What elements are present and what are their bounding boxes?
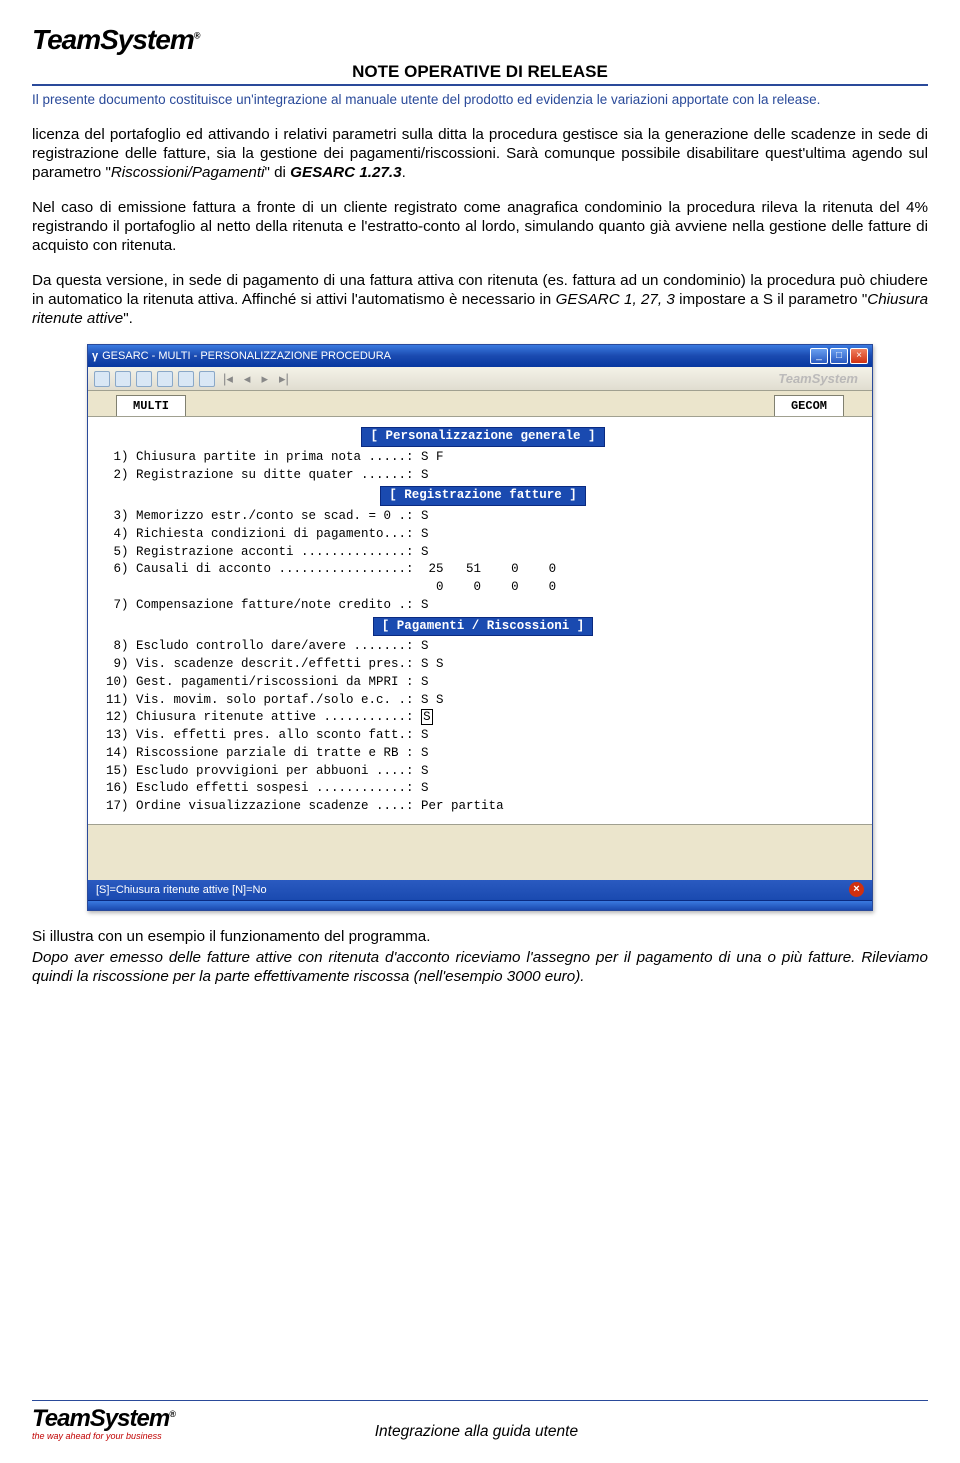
config-line: 14) Riscossione parziale di tratte e RB …	[106, 745, 860, 763]
nav-first-icon[interactable]: |◂	[220, 371, 236, 387]
config-line: 1) Chiusura partite in prima nota .....:…	[106, 449, 860, 467]
footer-slogan: the way ahead for your business	[32, 1431, 175, 1441]
section-header-1: [ Personalizzazione generale ]	[361, 427, 604, 447]
tab-row: MULTI Personalizzazione prima nota GECOM	[88, 391, 872, 417]
nav-last-icon[interactable]: ▸|	[276, 371, 292, 387]
section-header-3: [ Pagamenti / Riscossioni ]	[373, 617, 594, 637]
toolbar-icon[interactable]	[157, 371, 173, 387]
paragraph-1: licenza del portafoglio ed attivando i r…	[32, 125, 928, 182]
intro-text: Il presente documento costituisce un'int…	[32, 92, 928, 107]
tab-left[interactable]: MULTI	[116, 395, 186, 416]
nav-prev-icon[interactable]: ◂	[241, 371, 254, 387]
config-line: 8) Escludo controllo dare/avere .......:…	[106, 638, 860, 656]
config-line: 10) Gest. pagamenti/riscossioni da MPRI …	[106, 674, 860, 692]
section-header-2: [ Registrazione fatture ]	[380, 486, 586, 506]
toolbar-icon[interactable]	[178, 371, 194, 387]
config-line: 9) Vis. scadenze descrit./effetti pres.:…	[106, 656, 860, 674]
toolbar-icon[interactable]	[94, 371, 110, 387]
config-line: 13) Vis. effetti pres. allo sconto fatt.…	[106, 727, 860, 745]
minimize-button[interactable]: _	[810, 348, 828, 364]
paragraph-3: Da questa versione, in sede di pagamento…	[32, 271, 928, 328]
paragraph-5: Dopo aver emesso delle fatture attive co…	[32, 948, 928, 986]
config-line: 15) Escludo provvigioni per abbuoni ....…	[106, 763, 860, 781]
brand-name: TeamSystem®	[32, 24, 199, 56]
paragraph-4: Si illustra con un esempio il funzioname…	[32, 927, 928, 946]
tab-right[interactable]: GECOM	[774, 395, 844, 416]
doc-title: NOTE OPERATIVE DI RELEASE	[32, 62, 928, 82]
config-line: 5) Registrazione acconti ..............:…	[106, 544, 860, 562]
header-rule	[32, 84, 928, 86]
toolbar: |◂ ◂ ▸ ▸| TeamSystem	[88, 367, 872, 391]
toolbar-icon[interactable]	[136, 371, 152, 387]
page-footer: TeamSystem® the way ahead for your busin…	[32, 1396, 928, 1441]
header-logo: TeamSystem®	[32, 24, 928, 56]
status-bar: [S]=Chiusura ritenute attive [N]=No ×	[88, 880, 872, 900]
window-titlebar: γ GESARC - MULTI - PERSONALIZZAZIONE PRO…	[88, 345, 872, 367]
footer-logo: TeamSystem® the way ahead for your busin…	[32, 1405, 175, 1441]
footer-center-text: Integrazione alla guida utente	[175, 1423, 778, 1441]
taskbar-strip	[88, 900, 872, 910]
config-line: 6) Causali di acconto .................:…	[106, 561, 860, 579]
footer-rule	[32, 1400, 928, 1401]
titlebar-icon: γ	[92, 350, 98, 362]
config-line-highlighted: 12) Chiusura ritenute attive ...........…	[106, 709, 860, 727]
status-close-icon[interactable]: ×	[849, 882, 864, 897]
embedded-window: γ GESARC - MULTI - PERSONALIZZAZIONE PRO…	[87, 344, 873, 911]
config-line: 11) Vis. movim. solo portaf./solo e.c. .…	[106, 692, 860, 710]
config-line: 4) Richiesta condizioni di pagamento...:…	[106, 526, 860, 544]
window-content: [ Personalizzazione generale ] 1) Chiusu…	[88, 417, 872, 824]
paragraph-2: Nel caso di emissione fattura a fronte d…	[32, 198, 928, 255]
config-line: 17) Ordine visualizzazione scadenze ....…	[106, 798, 860, 816]
status-area: [S]=Chiusura ritenute attive [N]=No ×	[88, 824, 872, 900]
config-line: 0 0 0 0	[106, 579, 860, 597]
maximize-button[interactable]: □	[830, 348, 848, 364]
window-title: GESARC - MULTI - PERSONALIZZAZIONE PROCE…	[102, 350, 391, 362]
config-line: 16) Escludo effetti sospesi ............…	[106, 780, 860, 798]
toolbar-icon[interactable]	[115, 371, 131, 387]
nav-next-icon[interactable]: ▸	[258, 371, 271, 387]
config-line: 7) Compensazione fatture/note credito .:…	[106, 597, 860, 615]
status-text: [S]=Chiusura ritenute attive [N]=No	[96, 884, 267, 896]
toolbar-icon[interactable]	[199, 371, 215, 387]
config-line: 2) Registrazione su ditte quater ......:…	[106, 467, 860, 485]
config-line: 3) Memorizzo estr./conto se scad. = 0 .:…	[106, 508, 860, 526]
close-button[interactable]: ×	[850, 348, 868, 364]
brand-watermark: TeamSystem	[778, 371, 866, 386]
